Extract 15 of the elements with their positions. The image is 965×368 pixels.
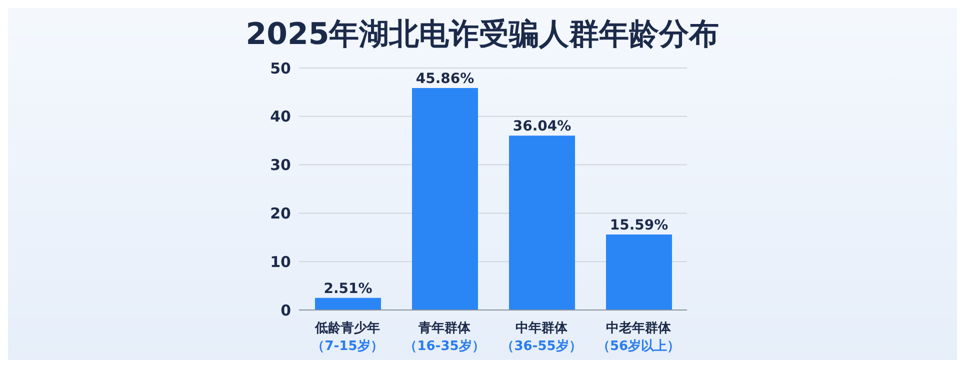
data-label: 45.86% [416,71,474,88]
x-tick-label: 青年群体（16-35岁） [404,321,485,354]
y-tick-label: 50 [270,59,291,78]
x-tick-label: 中老年群体（56岁以上） [596,321,680,354]
chart-title: 2025年湖北电诈受骗人群年龄分布 [244,16,720,54]
x-tick-label: 低龄青少年（7-15岁） [312,321,384,354]
y-tick-label: 30 [270,156,291,174]
y-tick-label: 40 [270,108,291,126]
data-label: 36.04% [512,118,572,135]
x-tick-label: 中年群体（36-55岁） [501,321,582,354]
data-label: 2.51% [324,280,372,297]
data-label: 15.59% [610,218,668,234]
y-tick-label: 20 [270,204,291,223]
y-tick-label: 0 [280,301,291,320]
y-tick-label: 10 [270,252,291,271]
